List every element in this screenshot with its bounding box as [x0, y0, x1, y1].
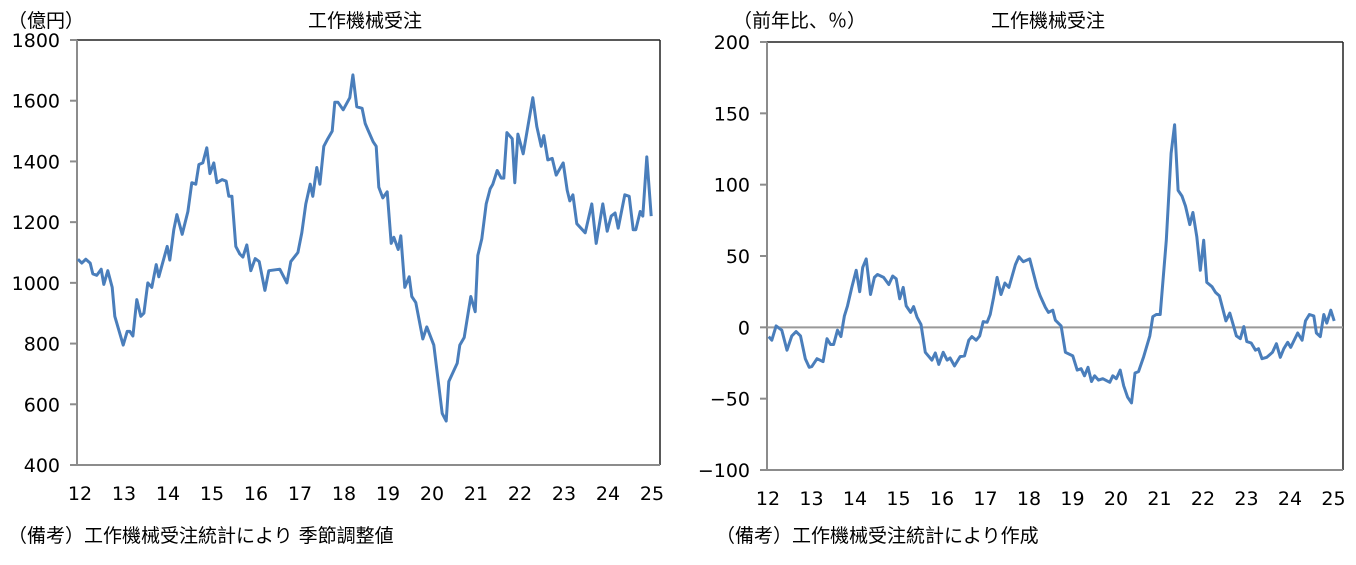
x-tick-label: 14 [843, 488, 867, 510]
x-tick-label: 23 [1234, 488, 1258, 510]
x-tick-label: 25 [640, 483, 664, 505]
x-tick-label: 20 [420, 483, 444, 505]
chart-title: 工作機械受注 [991, 10, 1105, 32]
x-tick-label: 13 [112, 483, 136, 505]
x-tick-label: 24 [596, 483, 620, 505]
x-tick-label: 19 [376, 483, 400, 505]
x-tick-label: 20 [1104, 488, 1128, 510]
x-tick-label: 14 [156, 483, 180, 505]
x-tick-label: 22 [1191, 488, 1215, 510]
y-tick-label: 150 [714, 103, 750, 125]
x-tick-label: 16 [930, 488, 954, 510]
x-tick-label: 12 [756, 488, 780, 510]
y-tick-label: 1600 [12, 91, 60, 113]
x-tick-label: 24 [1278, 488, 1302, 510]
series-line [76, 73, 653, 423]
x-tick-label: 21 [464, 483, 488, 505]
y-tick-label: 100 [714, 175, 750, 197]
chart-note: （備考）工作機械受注統計により 季節調整値 [8, 525, 394, 547]
x-tick-label: 22 [508, 483, 532, 505]
x-tick-label: 13 [799, 488, 823, 510]
y-tick-label: 1800 [12, 30, 60, 52]
y-tick-label: 1400 [12, 151, 60, 173]
chart-title: 工作機械受注 [308, 10, 422, 32]
x-tick-label: 17 [973, 488, 997, 510]
chart-machine-tool-orders-yoy: （前年比、％） 工作機械受注 （備考）工作機械受注統計により作成 −100 −50… [698, 10, 1346, 547]
y-tick-label: 50 [726, 246, 750, 268]
y-tick-label: 1000 [12, 273, 60, 295]
y-tick-label: −50 [710, 389, 750, 411]
x-tick-label: 18 [1017, 488, 1041, 510]
x-tick-label: 23 [552, 483, 576, 505]
x-tick-label: 25 [1321, 488, 1345, 510]
y-tick-label: 600 [24, 394, 60, 416]
chart-unit-label: （前年比、％） [733, 10, 866, 32]
x-tick-label: 21 [1147, 488, 1171, 510]
x-tick-label: 17 [288, 483, 312, 505]
x-tick-label: 12 [68, 483, 92, 505]
series-line [767, 123, 1336, 405]
x-tick-label: 16 [244, 483, 268, 505]
y-tick-label: 400 [24, 455, 60, 477]
y-tick-label: 1200 [12, 212, 60, 234]
x-tick-label: 18 [332, 483, 356, 505]
chart-machine-tool-orders-amount: （億円） 工作機械受注 （備考）工作機械受注統計により 季節調整値 400 600… [8, 10, 664, 547]
chart-unit-label: （億円） [8, 10, 84, 32]
y-tick-label: 800 [24, 334, 60, 356]
x-tick-label: 15 [886, 488, 910, 510]
chart-note: （備考）工作機械受注統計により作成 [716, 525, 1039, 547]
x-tick-label: 15 [200, 483, 224, 505]
x-tick-label: 19 [1060, 488, 1084, 510]
y-tick-label: 0 [738, 317, 750, 339]
y-tick-label: 200 [714, 32, 750, 54]
y-tick-label: −100 [698, 460, 750, 482]
